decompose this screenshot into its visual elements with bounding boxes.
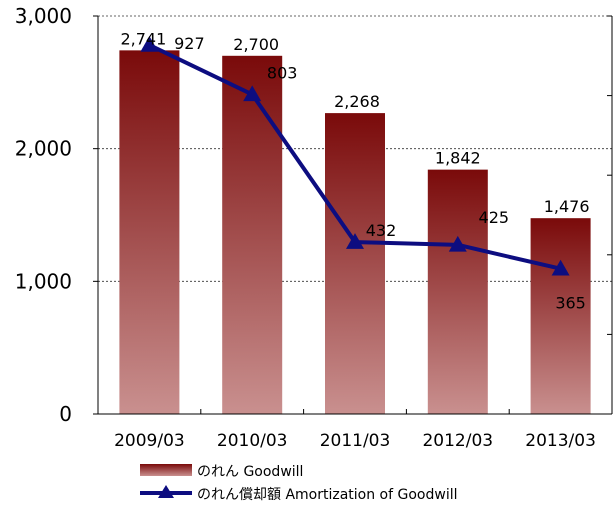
data-labels: 2,741 2,700 2,268 1,842 1,476 927 803 432 425 365: [120, 29, 589, 312]
x-tick-label: 2012/03: [422, 431, 493, 451]
bar-goodwill: [427, 169, 488, 414]
line-data-label: 432: [366, 221, 397, 240]
bar-data-label: 2,741: [120, 29, 166, 48]
legend-marker-amortization: [158, 485, 174, 498]
legend-label-goodwill: のれん Goodwill: [197, 464, 303, 480]
x-tick-label: 2013/03: [525, 431, 596, 451]
x-tick-label: 2010/03: [217, 431, 288, 451]
bar-goodwill: [325, 113, 385, 414]
x-tick-label: 2009/03: [114, 431, 185, 451]
legend-swatch-goodwill: [140, 464, 192, 476]
line-marker: [448, 235, 467, 252]
line-marker: [551, 259, 570, 276]
bar-data-label: 2,268: [334, 92, 380, 111]
legend-label-amortization: のれん償却額 Amortization of Goodwill: [197, 487, 458, 503]
line-marker: [346, 233, 364, 249]
line-marker: [243, 85, 262, 102]
line-series: [140, 36, 570, 276]
bar-goodwill: [119, 50, 180, 415]
legend: のれん Goodwill のれん償却額 Amortization of Goodw…: [140, 464, 458, 503]
line-marker: [140, 36, 159, 52]
y-left-tick-label: 1,000: [15, 269, 72, 293]
line-data-label: 365: [555, 294, 586, 313]
line-data-label: 803: [267, 63, 298, 82]
y-left-tick-label: 3,000: [15, 4, 72, 28]
y-left-tick-label: 2,000: [15, 137, 72, 161]
bar-goodwill: [530, 218, 591, 414]
line-data-label: 425: [479, 208, 510, 227]
line-data-label: 927: [174, 34, 205, 53]
bar-data-label: 1,476: [544, 197, 590, 216]
bar-data-label: 1,842: [435, 149, 481, 168]
axes: 0 1,000 2,000 3,000 2009/03 2010/03 2011/03 201…: [15, 4, 613, 451]
bar-data-label: 2,700: [233, 35, 279, 54]
y-left-tick-label: 0: [59, 402, 72, 426]
bar-series: [119, 50, 591, 415]
bar-goodwill: [222, 55, 283, 415]
x-tick-label: 2011/03: [320, 431, 391, 451]
